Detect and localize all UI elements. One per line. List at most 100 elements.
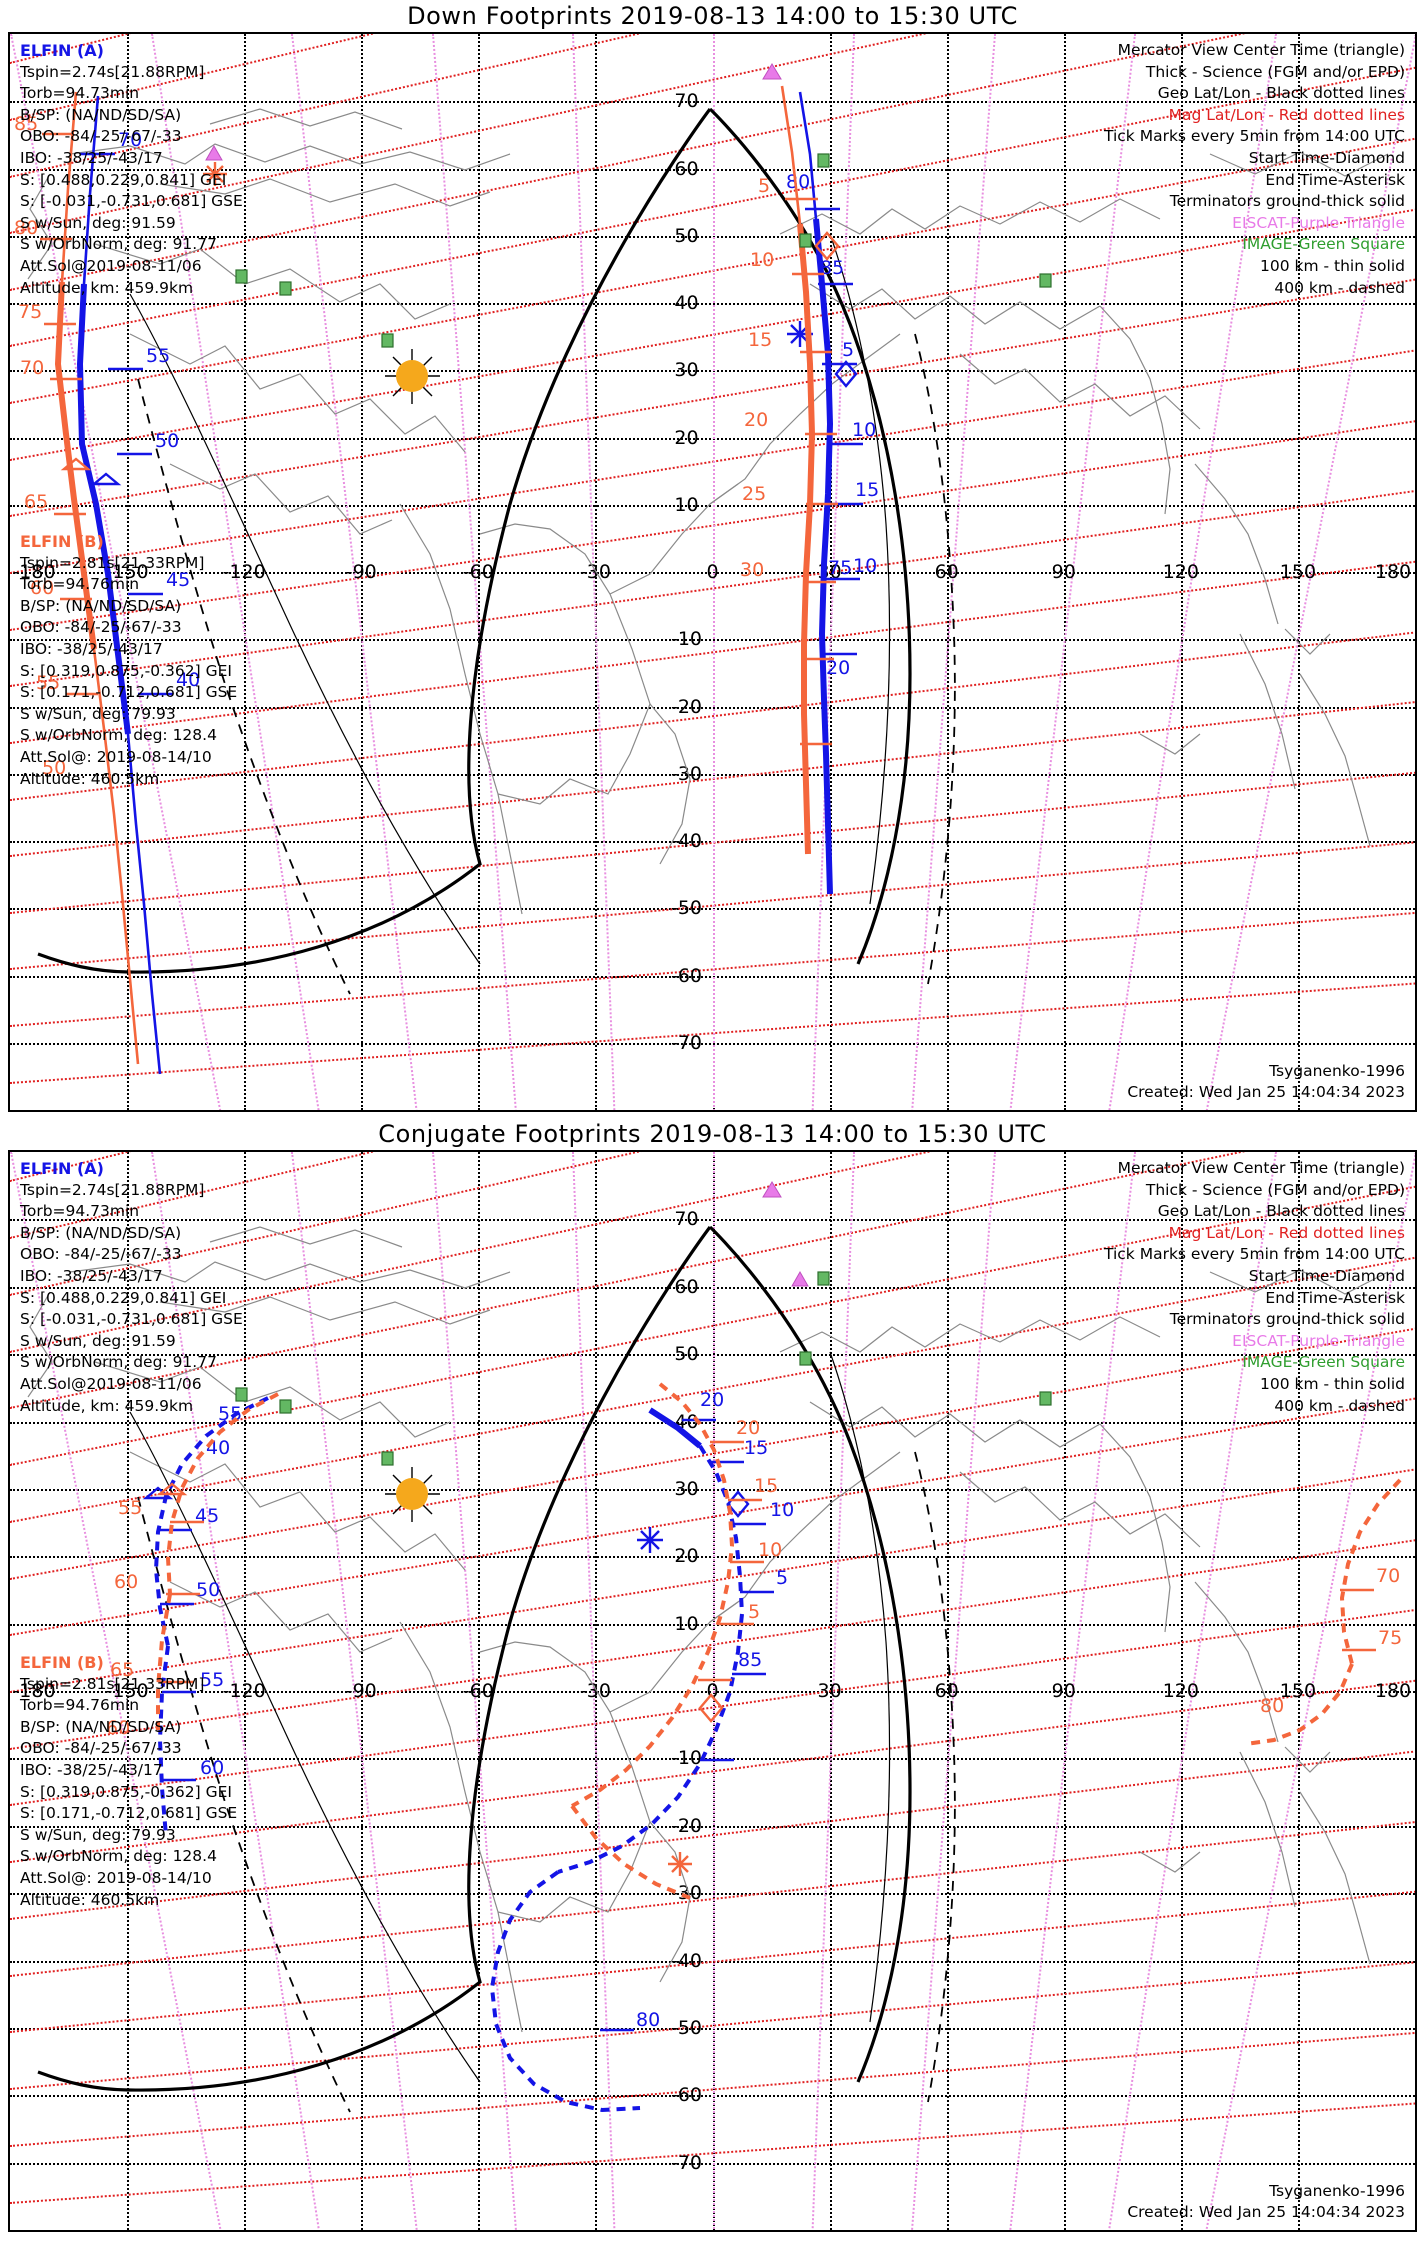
elfin-a-info-line: Torb=94.73min (20, 84, 140, 103)
latitude-tick-label: -30 (670, 1882, 703, 1905)
longitude-tick-label: -90 (345, 561, 377, 583)
elfin-b-info-line: Att.Sol@: 2019-08-14/10 (20, 747, 212, 766)
longitude-tick-label: 0 (706, 561, 719, 583)
elfin-b-track-conjugate: 20 15 10 5 70 75 80 55 60 65 60 (106, 1382, 1402, 1900)
svg-text:20: 20 (700, 1389, 724, 1411)
subsolar-point (385, 1467, 440, 1522)
legend-line: Geo Lat/Lon - Black dotted lines (1157, 1202, 1405, 1221)
longitude-tick-label: -60 (462, 561, 494, 583)
elfin-a-info-line: Att.Sol@2019-08-11/06 (20, 256, 202, 275)
longitude-tick-label: -150 (105, 561, 149, 583)
svg-text:10: 10 (750, 249, 774, 271)
latitude-tick-label: 60 (674, 1275, 699, 1298)
latitude-tick-label: -60 (670, 964, 703, 987)
legend-line: Terminators ground-thick solid (1169, 192, 1405, 211)
latitude-tick-label: -30 (670, 762, 703, 785)
svg-text:75: 75 (1378, 1627, 1402, 1649)
svg-text:25: 25 (742, 483, 766, 505)
panel-title-conjugate: Conjugate Footprints 2019-08-13 14:00 to… (378, 1120, 1047, 1148)
latitude-tick-label: 10 (674, 493, 699, 516)
longitude-tick-label: -150 (105, 1680, 149, 1702)
latitude-tick-label: 10 (674, 1612, 699, 1635)
elfin-b-info-header: ELFIN (B) (20, 1653, 104, 1672)
elfin-b-info-header: ELFIN (B) (20, 532, 104, 551)
svg-text:5: 5 (776, 1567, 788, 1589)
latitude-tick-label: 70 (674, 1208, 699, 1231)
legend-line: Thick - Science (FGM and/or EPD) (1145, 1180, 1405, 1199)
svg-text:55: 55 (36, 672, 60, 694)
svg-text:5: 5 (758, 175, 770, 197)
elfin-b-info-line: S: [0.171,-0.712,0.681] GSE (20, 1804, 238, 1823)
latitude-tick-label: -70 (670, 1031, 703, 1054)
longitude-tick-label: 150 (1279, 561, 1317, 583)
graticule-down: -180 -150 -120 -90 -60 -30 0 30 60 90 120 150 180 70 6… (10, 34, 1415, 1110)
elfin-b-info-line: Altitude: 460.5km (20, 769, 160, 788)
svg-text:5: 5 (842, 339, 854, 361)
map-canvas-conjugate[interactable]: -180 -150 -120 -90 -60 -30 0 30 60 90 120 150 180 70 6… (8, 1150, 1417, 2232)
svg-text:55: 55 (118, 1497, 142, 1519)
station-markers (205, 63, 1052, 348)
svg-text:60: 60 (30, 577, 54, 599)
svg-text:20: 20 (744, 409, 768, 431)
svg-text:55: 55 (200, 1669, 224, 1691)
elfin-b-info-line: S: [0.319,0.875,-0.362] GEI (20, 1782, 232, 1801)
svg-text:30: 30 (740, 559, 764, 581)
svg-text:75: 75 (828, 557, 852, 579)
svg-text:60: 60 (114, 1571, 138, 1593)
map-artwork-conjugate: 20 15 10 5 85 80 45 50 55 60 55 40 (27, 1181, 1402, 2113)
elfin-b-info-line: Tspin=2.81s[21.33RPM] (20, 553, 205, 572)
elfin-b-info-line: S w/OrbNorm, deg: 128.4 (20, 726, 217, 745)
legend-line: EISCAT-Purple Triangle (1232, 1331, 1405, 1350)
elfin-b-info-line: OBO: -84/-25/-67/-33 (20, 618, 182, 637)
latitude-tick-label: 70 (674, 90, 699, 113)
panel-title-down: Down Footprints 2019-08-13 14:00 to 15:3… (407, 2, 1018, 30)
latitude-tick-label: 50 (674, 1343, 699, 1366)
legend-line: 400 km - dashed (1274, 278, 1405, 297)
credit-line: Tsyganenko-1996 (1269, 1061, 1405, 1080)
svg-text:40: 40 (176, 669, 200, 691)
elfin-a-info-line: S: [-0.031,-0.731,0.681] GSE (20, 1310, 243, 1329)
latitude-tick-label: -50 (670, 897, 703, 920)
elfin-a-info-line: S: [0.488,0.229,0.841] GEI (20, 1288, 227, 1307)
longitude-tick-label: 180 (1374, 1680, 1412, 1702)
map-canvas-down[interactable]: -180 -150 -120 -90 -60 -30 0 30 60 90 120 150 180 70 6… (8, 32, 1417, 1112)
svg-text:65: 65 (110, 1659, 134, 1681)
elfin-a-info-line: Att.Sol@2019-08-11/06 (20, 1374, 202, 1393)
terminator-lines (37, 1225, 956, 2113)
svg-text:85: 85 (738, 1649, 762, 1671)
legend-line: Mag Lat/Lon - Red dotted lines (1168, 1223, 1405, 1242)
elfin-b-info-line: S w/OrbNorm, deg: 128.4 (20, 1847, 217, 1866)
svg-text:85: 85 (820, 257, 844, 279)
elfin-b-info-line: S: [0.319,0.875,-0.362] GEI (20, 661, 232, 680)
elfin-a-info-line: S w/OrbNorm, deg: 91.77 (20, 1353, 217, 1372)
svg-text:10: 10 (852, 419, 876, 441)
latitude-tick-label: -40 (670, 1949, 703, 1972)
svg-text:70: 70 (118, 129, 142, 151)
legend-line: EISCAT-Purple Triangle (1232, 213, 1405, 232)
credits-down: Tsyganenko-1996 Created: Wed Jan 25 14:04… (1127, 1061, 1405, 1104)
elfin-a-info-down: ELFIN (A) Tspin=2.74s[21.88RPM] Torb=94.73… (20, 40, 243, 299)
longitude-tick-label: -60 (462, 1680, 494, 1702)
legend-line: Start Time-Diamond (1248, 148, 1405, 167)
longitude-tick-label: 60 (934, 1680, 959, 1702)
station-markers (235, 1181, 1052, 1466)
latitude-tick-label: 20 (674, 426, 699, 449)
elfin-a-info-line: S: [0.488,0.229,0.841] GEI (20, 170, 227, 189)
elfin-a-info-line: S w/Sun, deg: 91.59 (20, 213, 176, 232)
elfin-a-info-line: S w/OrbNorm, deg: 91.77 (20, 235, 217, 254)
svg-text:15: 15 (744, 1437, 768, 1459)
panel-down-footprints: Down Footprints 2019-08-13 14:00 to 15:3… (0, 0, 1425, 1118)
longitude-tick-label: 90 (1051, 1680, 1076, 1702)
elfin-b-info-line: B/SP: (NA/ND/SD/SA) (20, 596, 182, 615)
legend-line: 400 km - dashed (1274, 1396, 1405, 1415)
elfin-a-info-line: S w/Sun, deg: 91.59 (20, 1331, 176, 1350)
latitude-tick-label: -40 (670, 830, 703, 852)
credit-line: Tsyganenko-1996 (1269, 2181, 1405, 2200)
elfin-a-info-line: Tspin=2.74s[21.88RPM] (20, 62, 205, 81)
longitude-tick-label: -180 (12, 1680, 56, 1702)
longitude-tick-label: 90 (1051, 561, 1076, 583)
elfin-a-info-line: B/SP: (NA/ND/SD/SA) (20, 1223, 182, 1242)
elfin-a-info-line: B/SP: (NA/ND/SD/SA) (20, 105, 182, 124)
elfin-a-info-line: Altitude, km: 459.9km (20, 278, 194, 297)
elfin-b-info-line: Tspin=2.81s[21.33RPM] (20, 1674, 205, 1693)
